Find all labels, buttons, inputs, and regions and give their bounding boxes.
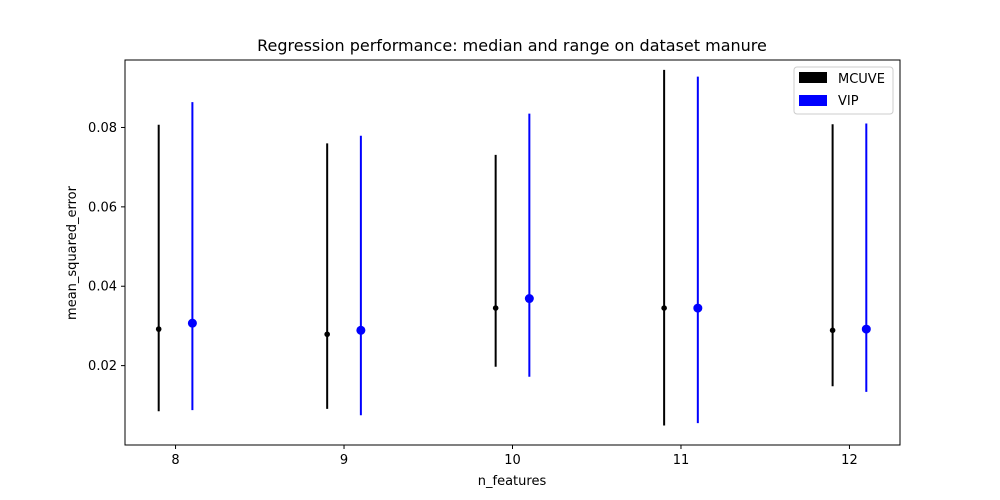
series-mcuve	[155, 69, 836, 426]
median-marker	[661, 305, 667, 311]
median-marker	[693, 303, 703, 313]
x-tick-label: 10	[504, 453, 521, 468]
median-marker	[324, 331, 330, 338]
median-marker	[524, 294, 534, 304]
x-axis-label: n_features	[478, 474, 547, 489]
median-marker	[861, 324, 871, 334]
x-tick-label: 11	[673, 453, 690, 468]
median-marker	[155, 326, 162, 332]
median-marker	[492, 305, 499, 311]
legend-label-vip: VIP	[838, 94, 859, 109]
median-marker	[187, 318, 197, 328]
chart-title: Regression performance: median and range…	[257, 36, 767, 55]
series-vip	[187, 76, 871, 424]
legend-swatch-mcuve	[799, 72, 827, 83]
legend: MCUVE VIP	[793, 66, 894, 115]
x-tick-label: 12	[841, 453, 858, 468]
x-tick-label: 9	[340, 453, 348, 468]
median-marker	[356, 325, 366, 335]
y-axis-ticks: 0.02 0.04 0.06 0.08	[88, 121, 125, 374]
median-marker	[829, 327, 836, 334]
y-tick-label: 0.04	[88, 280, 117, 295]
series-layer	[155, 69, 871, 426]
x-tick-label: 8	[171, 453, 179, 468]
y-tick-label: 0.06	[88, 200, 117, 215]
y-tick-label: 0.02	[88, 359, 117, 374]
y-tick-label: 0.08	[88, 121, 117, 136]
legend-swatch-vip	[799, 95, 827, 106]
legend-label-mcuve: MCUVE	[838, 72, 885, 87]
x-axis-ticks: 8 9 10 11 12	[171, 445, 858, 468]
y-axis-label: mean_squared_error	[65, 185, 80, 320]
